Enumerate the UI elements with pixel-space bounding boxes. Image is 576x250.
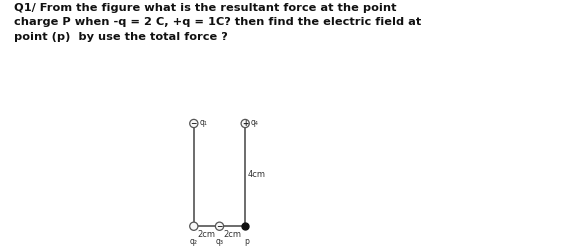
Text: p: p (244, 236, 249, 246)
Text: q₁: q₁ (199, 118, 207, 127)
Text: +: + (242, 119, 248, 128)
Text: Q1/ From the figure what is the resultant force at the point
charge P when -q = : Q1/ From the figure what is the resultan… (14, 3, 422, 42)
Circle shape (241, 120, 249, 128)
Text: 4cm: 4cm (247, 170, 265, 179)
Text: q₃: q₃ (215, 236, 223, 246)
Circle shape (215, 222, 223, 230)
Circle shape (190, 222, 198, 230)
Circle shape (190, 120, 198, 128)
Text: 2cm: 2cm (223, 230, 241, 239)
Text: q₄: q₄ (251, 118, 259, 127)
Text: −: − (217, 222, 223, 231)
Text: 2cm: 2cm (198, 230, 215, 239)
Text: q₂: q₂ (190, 236, 198, 246)
Text: −: − (191, 119, 197, 128)
